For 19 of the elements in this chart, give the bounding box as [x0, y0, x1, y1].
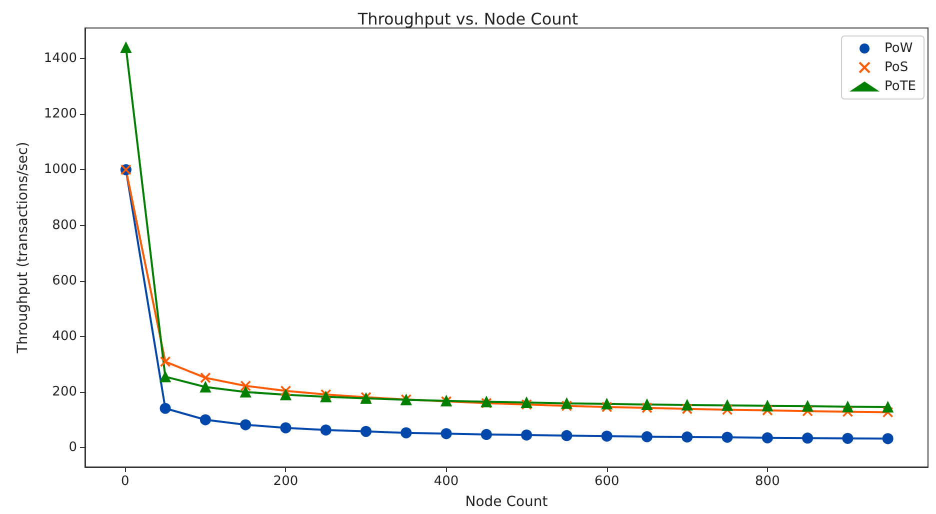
- x-tick-label: 0: [121, 474, 130, 489]
- legend-label: PoS: [884, 60, 908, 75]
- x-tick-label: 200: [273, 474, 298, 489]
- y-tick-label: 1200: [44, 106, 77, 122]
- y-tick-label: 400: [52, 328, 77, 344]
- y-tick-label: 800: [52, 218, 77, 233]
- chart-title: Throughput vs. Node Count: [356, 10, 578, 28]
- legend-label: PoTE: [884, 79, 916, 94]
- y-tick-label: 600: [52, 273, 77, 288]
- legend-label: PoW: [884, 41, 913, 56]
- x-tick-label: 600: [594, 474, 620, 489]
- x-tick-label: 800: [755, 474, 780, 489]
- y-tick-label: 1400: [44, 51, 77, 66]
- y-tick-label: 0: [68, 440, 77, 456]
- y-tick-label: 1000: [44, 162, 77, 178]
- y-tick-label: 200: [52, 384, 77, 400]
- x-tick-label: 400: [434, 474, 459, 489]
- y-axis-title: Throughput (transactions/sec): [15, 142, 31, 354]
- x-axis-title: Node Count: [465, 494, 548, 510]
